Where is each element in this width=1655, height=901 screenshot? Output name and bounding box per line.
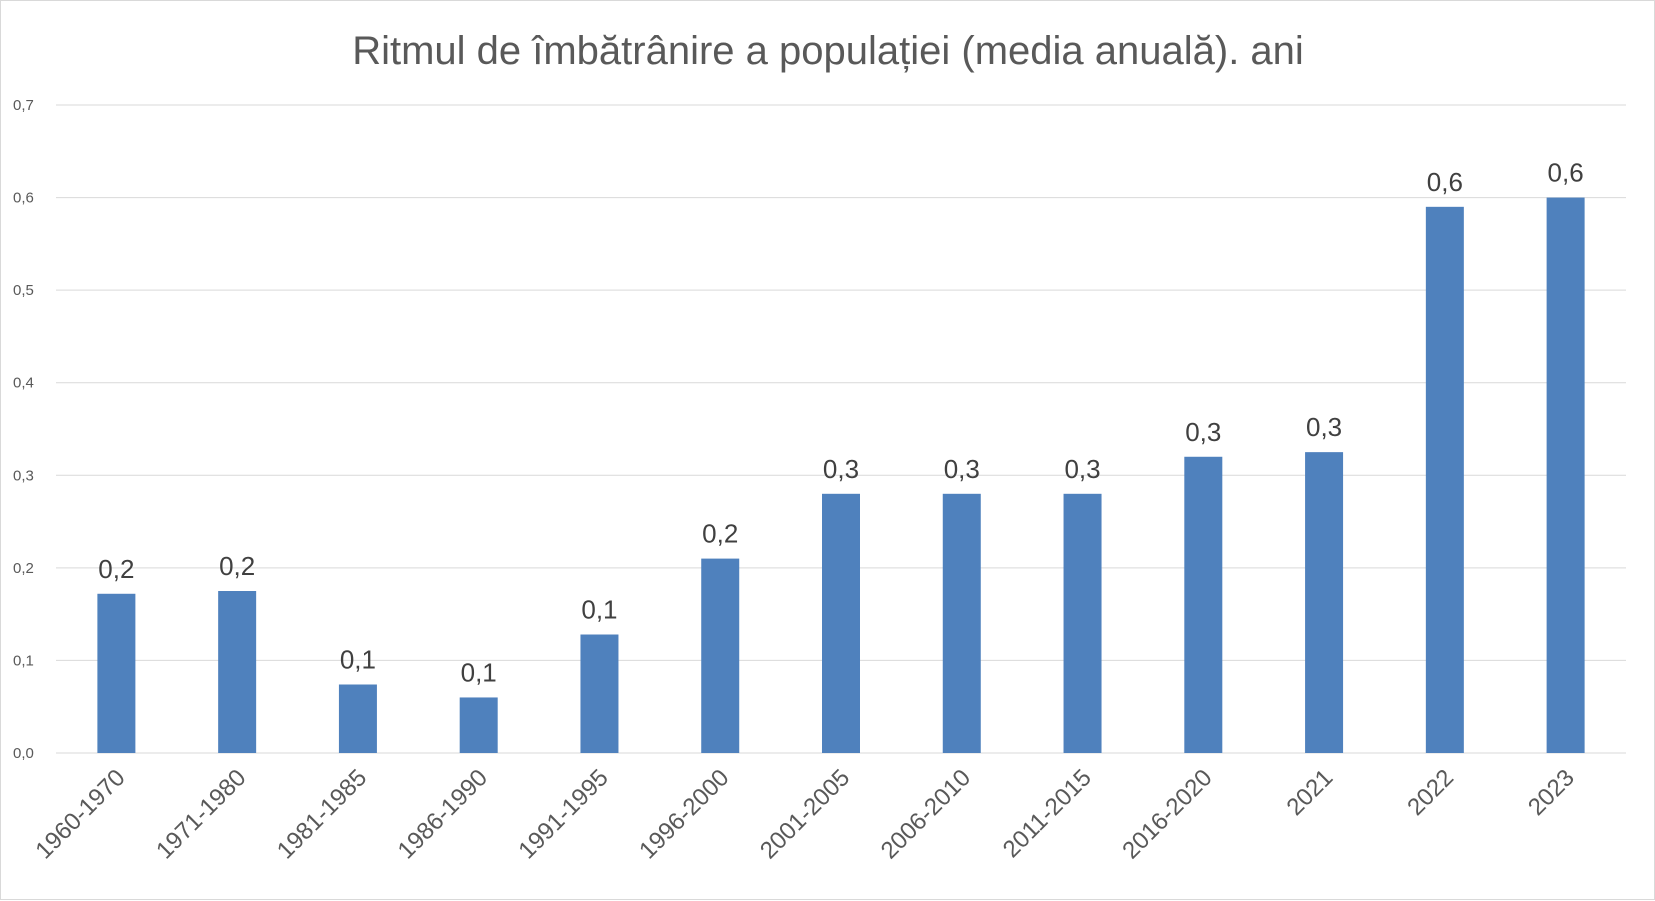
x-tick-label: 2023 [1523,764,1580,821]
y-tick-label: 0,4 [13,375,34,392]
x-tick-label: 1991-1995 [513,764,613,864]
bar [218,591,257,753]
x-tick-label: 2006-2010 [876,764,976,864]
bar [822,493,860,753]
data-label: 0,2 [702,519,738,549]
data-label: 0,1 [461,657,497,687]
y-tick-label: 0,6 [13,190,34,207]
x-tick-label: 2021 [1281,764,1338,821]
x-tick-label: 1986-1990 [393,764,493,864]
bar [942,493,981,753]
data-label: 0,1 [340,644,376,674]
data-label: 0,3 [823,454,859,484]
data-labels: 0,2 0,2 0,1 0,1 0,1 0,2 0,3 0,3 0,3 0,3 0,3 0,6 0,6 [98,158,1583,688]
data-label: 0,6 [1427,167,1463,197]
bar [1546,197,1585,754]
y-axis: 0,0 0,1 0,2 0,3 0,4 0,5 0,6 0,7 [13,97,34,762]
bar [580,634,619,753]
data-label: 0,3 [1185,417,1221,447]
bar [338,684,377,753]
data-label: 0,3 [1306,412,1342,442]
bar [701,558,740,753]
x-tick-label: 1960-1970 [30,764,130,864]
data-label: 0,3 [1064,454,1100,484]
bar [459,697,498,753]
x-axis: 1960-1970 1971-1980 1981-1985 1986-1990 1991… [30,764,1579,864]
x-tick-label: 1981-1985 [272,764,372,864]
chart-title: Ritmul de îmbătrânire a populației (medi… [352,29,1304,73]
data-label: 0,2 [98,554,134,584]
bar [1063,493,1102,753]
bars [97,197,1585,754]
bar [1305,452,1344,753]
x-tick-label: 2022 [1402,764,1459,821]
data-label: 0,6 [1548,158,1584,188]
y-tick-label: 0,0 [13,745,34,762]
data-label: 0,1 [581,595,617,625]
bar [1425,206,1464,754]
y-tick-label: 0,5 [13,282,34,299]
y-tick-label: 0,3 [13,467,34,484]
x-tick-label: 1971-1980 [151,764,251,864]
data-label: 0,3 [944,454,980,484]
x-tick-label: 2001-2005 [755,764,855,864]
y-tick-label: 0,7 [13,97,34,114]
bar [1184,456,1223,753]
bar [97,593,136,753]
x-tick-label: 2016-2020 [1117,764,1217,864]
y-tick-label: 0,1 [13,652,34,669]
x-tick-label: 2011-2015 [998,764,1097,863]
y-tick-label: 0,2 [13,560,34,577]
x-tick-label: 1996-2000 [634,764,734,864]
data-label: 0,2 [219,551,255,581]
